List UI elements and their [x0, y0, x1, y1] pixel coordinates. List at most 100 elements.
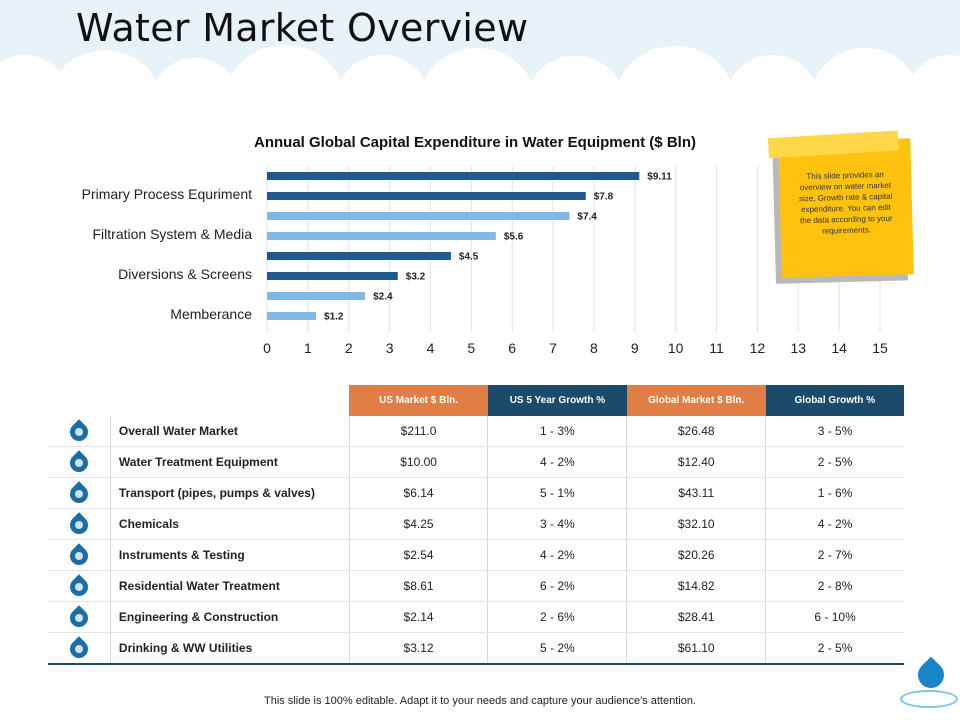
table-row: Drinking & WW Utilities $3.12 5 - 2% $61.10… [48, 632, 904, 665]
water-drop-icon [66, 418, 92, 445]
row-label: Chemicals [110, 508, 350, 540]
bar [267, 172, 640, 180]
bar [267, 312, 317, 320]
x-tick-label: 6 [508, 340, 516, 356]
table-row: Chemicals $4.25 3 - 4% $32.10 4 - 2% [48, 508, 904, 540]
row-label: Transport (pipes, pumps & valves) [110, 477, 350, 509]
x-tick-label: 3 [386, 340, 394, 356]
market-table: US Market $ Bln. US 5 Year Growth % Glob… [48, 385, 904, 665]
x-tick-label: 13 [790, 340, 806, 356]
table-cell: $2.14 [349, 601, 489, 633]
x-tick-label: 4 [427, 340, 435, 356]
table-cell: $28.41 [626, 601, 767, 633]
table-cell: $61.10 [626, 632, 767, 665]
category-label: Filtration System & Media [92, 226, 253, 242]
x-tick-label: 2 [345, 340, 353, 356]
bar-value-label: $7.8 [594, 192, 614, 203]
water-drop-icon [66, 573, 92, 600]
table-cell: 2 - 6% [487, 601, 628, 633]
row-label: Residential Water Treatment [110, 570, 350, 602]
table-cell: $20.26 [626, 539, 767, 571]
x-tick-label: 11 [709, 340, 724, 356]
table-cell: $6.14 [349, 477, 489, 509]
footer-text: This slide is 100% editable. Adapt it to… [264, 695, 696, 707]
bar-value-label: $5.6 [504, 232, 524, 243]
table-cell: $3.12 [349, 632, 489, 665]
table-header-row: US Market $ Bln. US 5 Year Growth % Glob… [48, 385, 904, 416]
table-cell: 2 - 5% [765, 446, 904, 478]
row-icon-cell [48, 508, 111, 540]
sticky-note: This slide provides an overview on water… [778, 138, 914, 278]
table-row: Residential Water Treatment $8.61 6 - 2% $1… [48, 570, 904, 602]
x-tick-label: 5 [467, 340, 475, 356]
bar-value-label: $2.4 [373, 292, 393, 303]
row-icon-cell [48, 570, 111, 602]
table-cell: $43.11 [626, 477, 767, 509]
header-global-growth: Global Growth % [765, 385, 904, 416]
table-cell: 6 - 2% [487, 570, 628, 602]
bar-value-label: $1.2 [324, 312, 344, 323]
x-tick-label: 15 [872, 340, 888, 356]
row-label: Engineering & Construction [110, 601, 350, 633]
table-cell: $32.10 [626, 508, 767, 540]
water-drop-icon [66, 604, 92, 631]
table-cell: 4 - 2% [765, 508, 904, 540]
table-header-blank [48, 385, 349, 416]
row-label: Instruments & Testing [110, 539, 350, 571]
table-cell: 4 - 2% [487, 539, 628, 571]
category-label: Diversions & Screens [118, 266, 252, 282]
bar-value-label: $9.11 [647, 172, 672, 183]
chart-title: Annual Global Capital Expenditure in Wat… [254, 134, 696, 151]
table-cell: 3 - 4% [487, 508, 628, 540]
category-label: Primary Process Equriment [81, 186, 252, 202]
table-cell: 2 - 5% [765, 632, 904, 665]
row-label: Water Treatment Equipment [110, 446, 350, 478]
table-row: Transport (pipes, pumps & valves) $6.14 5 … [48, 477, 904, 509]
table-cell: $26.48 [626, 416, 767, 447]
table-cell: $12.40 [626, 446, 767, 478]
water-drop-icon [66, 635, 92, 662]
bar-value-label: $7.4 [577, 212, 597, 223]
table-cell: 5 - 2% [487, 632, 628, 665]
water-drop-icon [66, 449, 92, 476]
x-tick-label: 7 [549, 340, 557, 356]
table-cell: $10.00 [349, 446, 489, 478]
table-cell: 6 - 10% [765, 601, 904, 633]
row-icon-cell [48, 601, 111, 633]
table-cell: $14.82 [626, 570, 767, 602]
table-cell: $4.25 [349, 508, 489, 540]
table-cell: 1 - 6% [765, 477, 904, 509]
water-drop-icon [66, 542, 92, 569]
splash-ring [900, 690, 958, 708]
bar-value-label: $3.2 [406, 272, 426, 283]
water-drop-icon [912, 656, 950, 694]
row-icon-cell [48, 632, 111, 665]
row-label: Drinking & WW Utilities [110, 632, 350, 665]
bar [267, 252, 451, 260]
bar [267, 212, 570, 220]
table-cell: 4 - 2% [487, 446, 628, 478]
x-tick-label: 0 [263, 340, 271, 356]
table-cell: 2 - 7% [765, 539, 904, 571]
table-cell: 1 - 3% [487, 416, 628, 447]
header-band [0, 0, 960, 100]
bar [267, 192, 586, 200]
table-row: Overall Water Market $211.0 1 - 3% $26.48 3 … [48, 416, 904, 447]
bar [267, 272, 398, 280]
table-cell: 2 - 8% [765, 570, 904, 602]
row-label: Overall Water Market [110, 416, 350, 447]
row-icon-cell [48, 539, 111, 571]
x-tick-label: 9 [631, 340, 639, 356]
row-icon-cell [48, 446, 111, 478]
water-drop-icon [66, 511, 92, 538]
x-tick-label: 1 [304, 340, 312, 356]
header-global-market: Global Market $ Bln. [626, 385, 766, 416]
table-cell: $8.61 [349, 570, 489, 602]
x-tick-label: 8 [590, 340, 598, 356]
category-label: Memberance [170, 306, 252, 322]
table-cell: $2.54 [349, 539, 489, 571]
water-drop-icon [66, 480, 92, 507]
table-row: Engineering & Construction $2.14 2 - 6% $28… [48, 601, 904, 633]
bar-value-label: $4.5 [459, 252, 479, 263]
bar [267, 292, 366, 300]
